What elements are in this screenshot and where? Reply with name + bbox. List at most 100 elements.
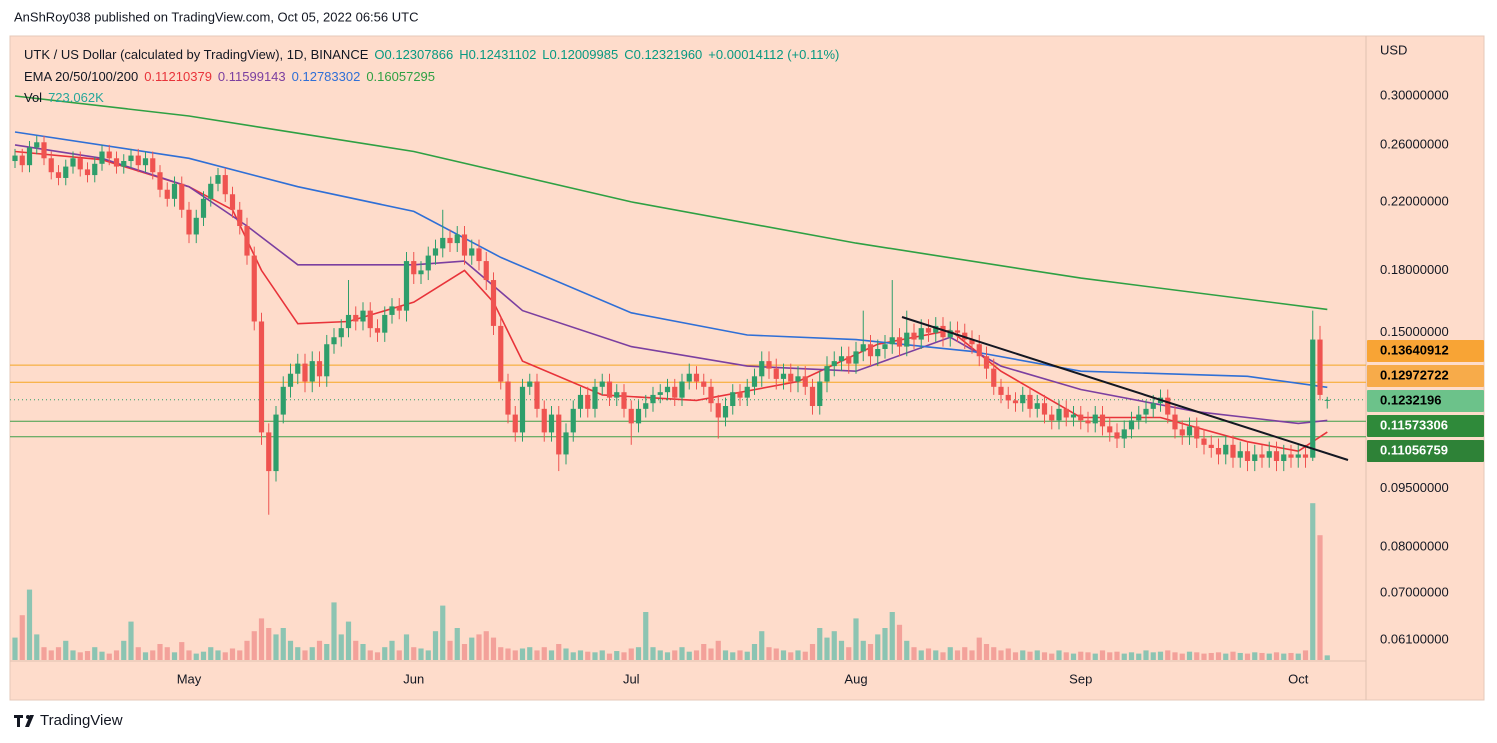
volume-bar <box>382 647 388 660</box>
candle-body <box>657 392 663 395</box>
volume-bar <box>12 637 18 660</box>
volume-bar <box>403 634 410 660</box>
candle-body <box>135 155 141 166</box>
volume-bar <box>925 648 932 660</box>
volume-bar <box>548 650 555 660</box>
ohlc-value: H0.12431102 <box>459 47 537 62</box>
candle-body <box>722 406 729 418</box>
volume-bar <box>976 637 982 660</box>
volume-bar <box>512 650 518 660</box>
candle-body <box>164 189 170 199</box>
candle-body <box>925 328 932 333</box>
volume-bar <box>77 652 83 660</box>
volume-bar <box>200 651 207 660</box>
candle-body <box>838 356 845 362</box>
volume-bar <box>26 589 33 660</box>
candle-body <box>715 403 721 418</box>
candle-body <box>222 175 228 195</box>
volume-bar <box>63 640 69 660</box>
candle-body <box>592 386 598 409</box>
volume-bar <box>142 652 149 660</box>
candle-body <box>26 147 33 166</box>
candle-body <box>403 261 410 311</box>
volume-bar <box>1186 651 1193 660</box>
volume-bar <box>1310 503 1316 660</box>
candle-body <box>324 344 330 377</box>
volume-bar <box>766 647 772 660</box>
candle-body <box>635 408 642 424</box>
volume-bar <box>1070 653 1077 660</box>
volume-bar <box>331 602 337 660</box>
volume-bar <box>70 650 76 660</box>
candle-body <box>1121 429 1127 439</box>
volume-bar <box>287 640 294 660</box>
legend: UTK / US Dollar (calculated by TradingVi… <box>24 44 851 109</box>
candle-body <box>121 161 127 167</box>
price-label: 0.11056759 <box>1380 442 1448 457</box>
volume-bar <box>933 650 939 660</box>
candle-body <box>106 151 112 159</box>
volume-bar <box>1092 653 1098 660</box>
volume-bar <box>788 652 794 660</box>
volume-bar <box>889 612 895 660</box>
volume-bar <box>418 648 424 660</box>
symbol-title: UTK / US Dollar (calculated by TradingVi… <box>24 47 369 62</box>
x-tick-label: Aug <box>844 671 867 686</box>
volume-bar <box>918 650 924 660</box>
candle-body <box>1244 451 1251 461</box>
volume-bar <box>606 653 613 660</box>
volume-bar <box>693 650 700 660</box>
candle-body <box>63 166 69 178</box>
logo <box>14 715 34 727</box>
volume-bar <box>1027 651 1033 660</box>
volume-bar <box>92 647 98 660</box>
price-label-box <box>1367 365 1484 388</box>
volume-bar <box>882 628 888 660</box>
volume-bar <box>353 640 359 660</box>
candle-body <box>1295 454 1301 458</box>
candle-body <box>48 158 54 173</box>
volume-bar <box>1208 652 1214 660</box>
volume-bar <box>585 651 591 660</box>
volume-bar <box>998 650 1004 660</box>
volume-value: 723.062K <box>48 90 104 105</box>
ohlc-value: L0.12009985 <box>542 47 619 62</box>
candle-body <box>1107 426 1113 433</box>
candle-body <box>570 408 576 433</box>
volume-bar <box>759 631 765 660</box>
candle-body <box>809 386 816 407</box>
volume-bar <box>991 647 997 660</box>
candle-body <box>679 381 685 398</box>
volume-bar <box>135 647 141 660</box>
volume-bar <box>1085 652 1091 660</box>
volume-bar <box>1020 650 1026 660</box>
volume-bar <box>1295 653 1301 660</box>
candle-body <box>650 394 656 404</box>
volume-bar <box>469 637 475 660</box>
candle-body <box>867 344 874 357</box>
candle-body <box>309 361 315 382</box>
volume-bar <box>222 652 228 660</box>
ema-line <box>14 95 1328 311</box>
candle-body <box>287 373 294 387</box>
legend-row: Vol 723.062K <box>24 87 851 109</box>
volume-bar <box>208 647 214 660</box>
volume-bar <box>1237 652 1243 660</box>
candle-body <box>628 408 634 424</box>
candle-body <box>1020 394 1026 404</box>
candle-body <box>273 414 279 472</box>
volume-bar <box>1302 650 1309 660</box>
candle-body <box>331 337 337 345</box>
ohlc: O0.12307866 H0.12431102 L0.12009985 C0.1232… <box>374 47 845 62</box>
volume-bar <box>1215 652 1222 660</box>
candle-body <box>1099 414 1106 427</box>
candle-body <box>258 321 265 433</box>
volume-bar <box>1172 652 1178 660</box>
candle-body <box>788 373 794 382</box>
candle-body <box>1273 451 1280 461</box>
volume-bar <box>969 650 975 660</box>
volume-bar <box>1012 652 1019 660</box>
volume-bar <box>48 650 54 660</box>
volume-bar <box>1194 652 1200 660</box>
